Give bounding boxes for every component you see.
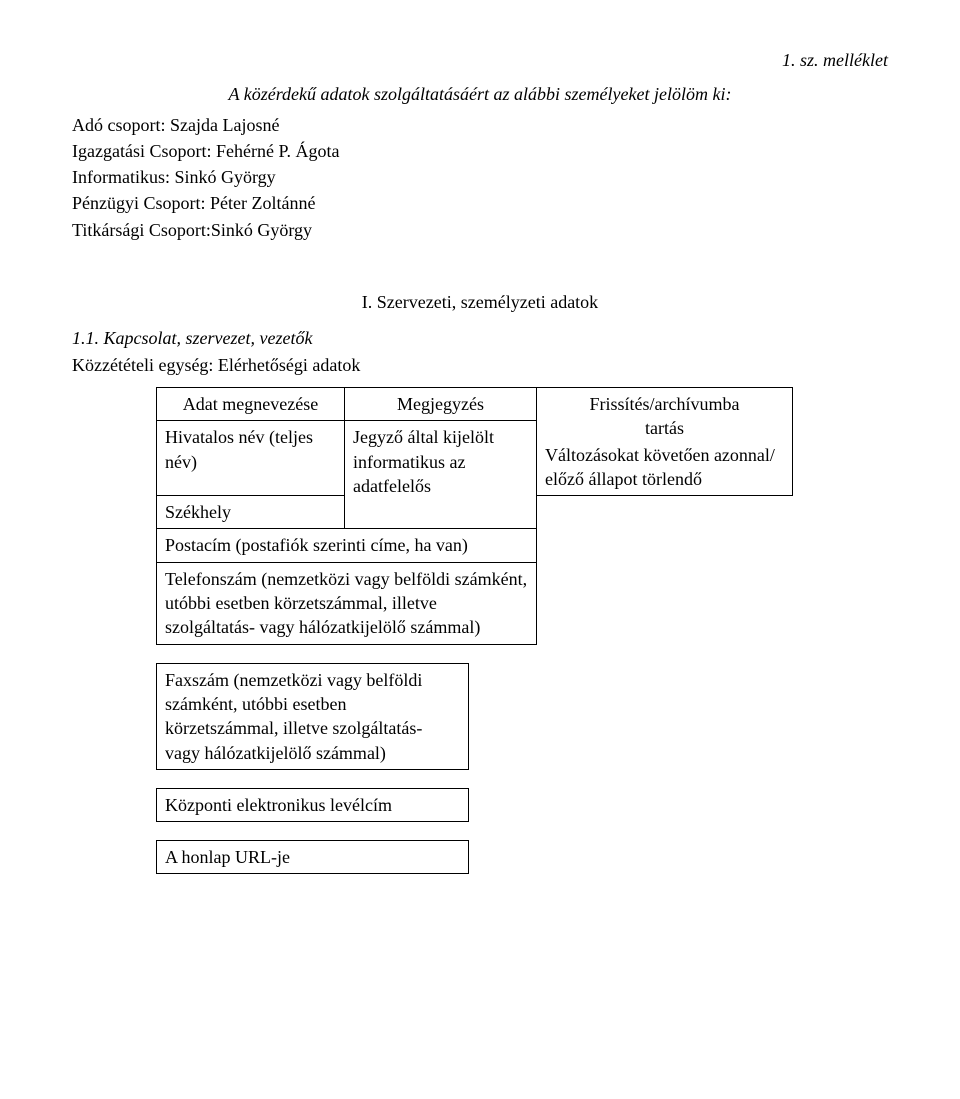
main-table: Adat megnevezése Megjegyzés Frissítés/ar… bbox=[156, 387, 793, 645]
cell-hivatalos-nev: Hivatalos név (teljes név) bbox=[157, 421, 345, 496]
section-roman-heading: I. Szervezeti, személyzeti adatok bbox=[72, 290, 888, 314]
annex-label: 1. sz. melléklet bbox=[72, 48, 888, 72]
table-row: Faxszám (nemzetközi vagy belföldi számké… bbox=[157, 663, 469, 769]
assignment-line-4: Pénzügyi Csoport: Péter Zoltánné bbox=[72, 191, 888, 215]
cell-szekhely: Székhely bbox=[157, 496, 345, 529]
col-header-3: Frissítés/archívumba tartás Változásokat… bbox=[537, 387, 793, 495]
publication-unit-line: Közzétételi egység: Elérhetőségi adatok bbox=[72, 353, 888, 377]
col3-l1: Frissítés/archívumba bbox=[590, 394, 740, 414]
cell-url: A honlap URL-je bbox=[157, 841, 469, 874]
fax-box: Faxszám (nemzetközi vagy belföldi számké… bbox=[156, 663, 469, 770]
col-header-2: Megjegyzés bbox=[345, 387, 537, 420]
assignment-line-2: Igazgatási Csoport: Fehérné P. Ágota bbox=[72, 139, 888, 163]
url-box: A honlap URL-je bbox=[156, 840, 469, 874]
cell-fax: Faxszám (nemzetközi vagy belföldi számké… bbox=[157, 663, 469, 769]
table-row: A honlap URL-je bbox=[157, 841, 469, 874]
main-table-wrap: Adat megnevezése Megjegyzés Frissítés/ar… bbox=[72, 387, 888, 645]
email-box: Központi elektronikus levélcím bbox=[156, 788, 469, 822]
assignment-line-3: Informatikus: Sinkó György bbox=[72, 165, 888, 189]
table-row: Központi elektronikus levélcím bbox=[157, 788, 469, 821]
table-row: Telefonszám (nemzetközi vagy belföldi sz… bbox=[157, 562, 793, 644]
table-row: Postacím (postafiók szerinti címe, ha va… bbox=[157, 529, 793, 562]
col-header-1: Adat megnevezése bbox=[157, 387, 345, 420]
col3-body: Változásokat követően azonnal/ előző áll… bbox=[545, 443, 784, 492]
table-row: Adat megnevezése Megjegyzés Frissítés/ar… bbox=[157, 387, 793, 420]
cell-megjegyzes: Jegyző által kijelölt informatikus az ad… bbox=[345, 421, 537, 529]
assignment-line-1: Adó csoport: Szajda Lajosné bbox=[72, 113, 888, 137]
cell-telefon: Telefonszám (nemzetközi vagy belföldi sz… bbox=[157, 562, 537, 644]
cell-postacim: Postacím (postafiók szerinti címe, ha va… bbox=[157, 529, 537, 562]
col3-l2: tartás bbox=[645, 418, 684, 438]
assignment-line-5: Titkársági Csoport:Sinkó György bbox=[72, 218, 888, 242]
subsection-number-title: 1.1. Kapcsolat, szervezet, vezetők bbox=[72, 326, 888, 350]
cell-email: Központi elektronikus levélcím bbox=[157, 788, 469, 821]
page-intro-italic: A közérdekű adatok szolgáltatásáért az a… bbox=[72, 82, 888, 106]
